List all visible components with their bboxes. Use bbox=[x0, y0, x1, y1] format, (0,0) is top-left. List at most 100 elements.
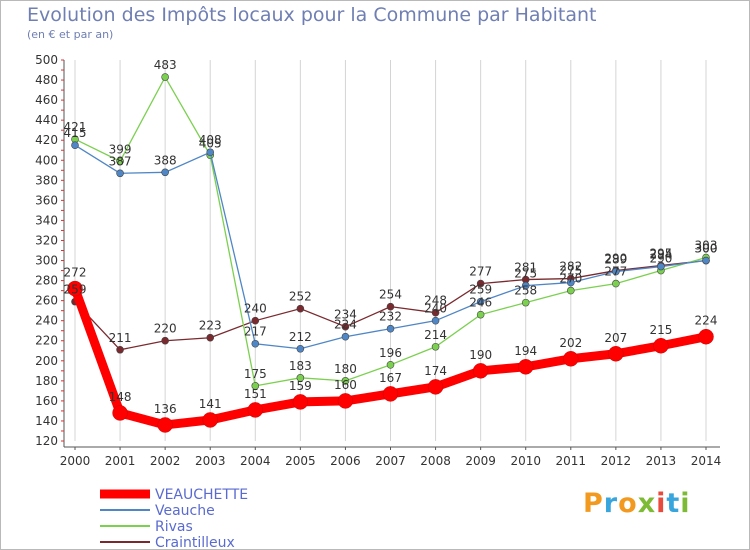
data-label: 215 bbox=[649, 323, 672, 337]
data-label: 223 bbox=[199, 319, 222, 333]
data-label: 259 bbox=[64, 283, 87, 297]
data-point bbox=[566, 278, 575, 287]
y-tick-label: 160 bbox=[35, 394, 58, 408]
data-point bbox=[206, 148, 215, 157]
y-tick-label: 280 bbox=[35, 274, 58, 288]
y-tick-label: 320 bbox=[35, 233, 58, 247]
legend-label: Veauche bbox=[155, 503, 215, 519]
data-label: 248 bbox=[424, 294, 447, 308]
x-tick-label: 2002 bbox=[150, 454, 181, 468]
data-point bbox=[116, 169, 124, 178]
data-point bbox=[161, 73, 169, 81]
data-label: 175 bbox=[244, 367, 267, 381]
data-point bbox=[206, 333, 215, 342]
x-tick-label: 2009 bbox=[465, 454, 496, 468]
data-label: 399 bbox=[109, 142, 132, 156]
data-point bbox=[657, 262, 665, 271]
data-point bbox=[612, 267, 620, 276]
data-label: 290 bbox=[649, 252, 672, 266]
data-label: 151 bbox=[244, 387, 267, 401]
data-point bbox=[431, 316, 440, 325]
data-point bbox=[247, 402, 264, 418]
data-label: 483 bbox=[154, 58, 177, 72]
y-tick-label: 200 bbox=[35, 354, 58, 368]
x-tick-label: 2000 bbox=[60, 454, 91, 468]
data-point bbox=[431, 308, 440, 317]
data-label: 214 bbox=[424, 328, 447, 342]
data-label: 148 bbox=[109, 390, 132, 404]
data-point bbox=[296, 304, 305, 313]
y-tick-label: 380 bbox=[35, 173, 58, 187]
logo-letter: r bbox=[603, 488, 619, 519]
data-point bbox=[382, 386, 399, 402]
data-label: 211 bbox=[109, 331, 132, 345]
y-tick-label: 240 bbox=[35, 314, 58, 328]
proxiti-logo: Proxiti bbox=[583, 488, 691, 519]
y-tick-label: 120 bbox=[35, 434, 58, 448]
data-label: 141 bbox=[199, 397, 222, 411]
data-point bbox=[653, 338, 669, 354]
data-point bbox=[112, 405, 128, 421]
x-tick-label: 2005 bbox=[285, 454, 316, 468]
y-tick-label: 500 bbox=[35, 53, 58, 67]
data-label: 254 bbox=[379, 288, 402, 302]
data-point bbox=[521, 298, 530, 307]
data-label: 258 bbox=[514, 284, 537, 298]
data-label: 232 bbox=[379, 310, 402, 324]
data-point bbox=[251, 316, 260, 325]
data-point bbox=[386, 324, 395, 333]
data-point bbox=[337, 393, 354, 409]
y-tick-label: 260 bbox=[35, 294, 58, 308]
data-point bbox=[386, 360, 395, 369]
data-point bbox=[427, 379, 444, 395]
data-label: 224 bbox=[695, 314, 718, 328]
data-point bbox=[341, 377, 350, 385]
data-point bbox=[702, 256, 710, 265]
logo-letter: P bbox=[583, 488, 604, 519]
data-label: 246 bbox=[469, 296, 492, 310]
data-point bbox=[698, 328, 714, 345]
x-tick-label: 2004 bbox=[240, 454, 271, 468]
x-tick-label: 2008 bbox=[420, 454, 451, 468]
y-tick-label: 400 bbox=[35, 153, 58, 167]
x-tick-label: 2001 bbox=[105, 454, 136, 468]
data-point bbox=[251, 382, 260, 390]
data-point bbox=[521, 281, 530, 290]
data-point bbox=[476, 297, 485, 306]
data-label: 300 bbox=[695, 242, 718, 256]
chart-subtitle: (en € et par an) bbox=[27, 28, 114, 41]
y-tick-label: 440 bbox=[35, 113, 58, 127]
data-label: 240 bbox=[424, 302, 447, 316]
data-label: 387 bbox=[109, 154, 132, 168]
data-label: 415 bbox=[64, 126, 87, 140]
data-point bbox=[472, 363, 489, 379]
data-label: 405 bbox=[199, 136, 222, 150]
y-tick-label: 420 bbox=[35, 133, 58, 147]
data-label: 295 bbox=[649, 247, 672, 261]
data-point bbox=[116, 345, 124, 354]
x-tick-label: 2012 bbox=[601, 454, 632, 468]
data-label: 289 bbox=[604, 253, 627, 267]
data-label: 194 bbox=[514, 344, 537, 358]
data-point bbox=[476, 310, 485, 319]
x-tick-label: 2014 bbox=[691, 454, 722, 468]
x-tick-label: 2010 bbox=[510, 454, 541, 468]
data-point bbox=[251, 339, 260, 348]
data-label: 160 bbox=[334, 378, 357, 392]
legend-label: Craintilleux bbox=[155, 535, 235, 550]
logo-letter: t bbox=[666, 488, 681, 519]
data-point bbox=[612, 279, 620, 288]
data-label: 217 bbox=[244, 325, 267, 339]
y-tick-label: 480 bbox=[35, 73, 58, 87]
data-label: 303 bbox=[695, 239, 718, 253]
y-tick-label: 140 bbox=[35, 414, 58, 428]
data-label: 196 bbox=[379, 346, 402, 360]
data-label: 408 bbox=[199, 133, 222, 147]
y-tick-label: 360 bbox=[35, 193, 58, 207]
data-point bbox=[341, 332, 350, 341]
y-tick-label: 340 bbox=[35, 213, 58, 227]
x-tick-label: 2007 bbox=[375, 454, 406, 468]
data-point bbox=[563, 351, 579, 367]
